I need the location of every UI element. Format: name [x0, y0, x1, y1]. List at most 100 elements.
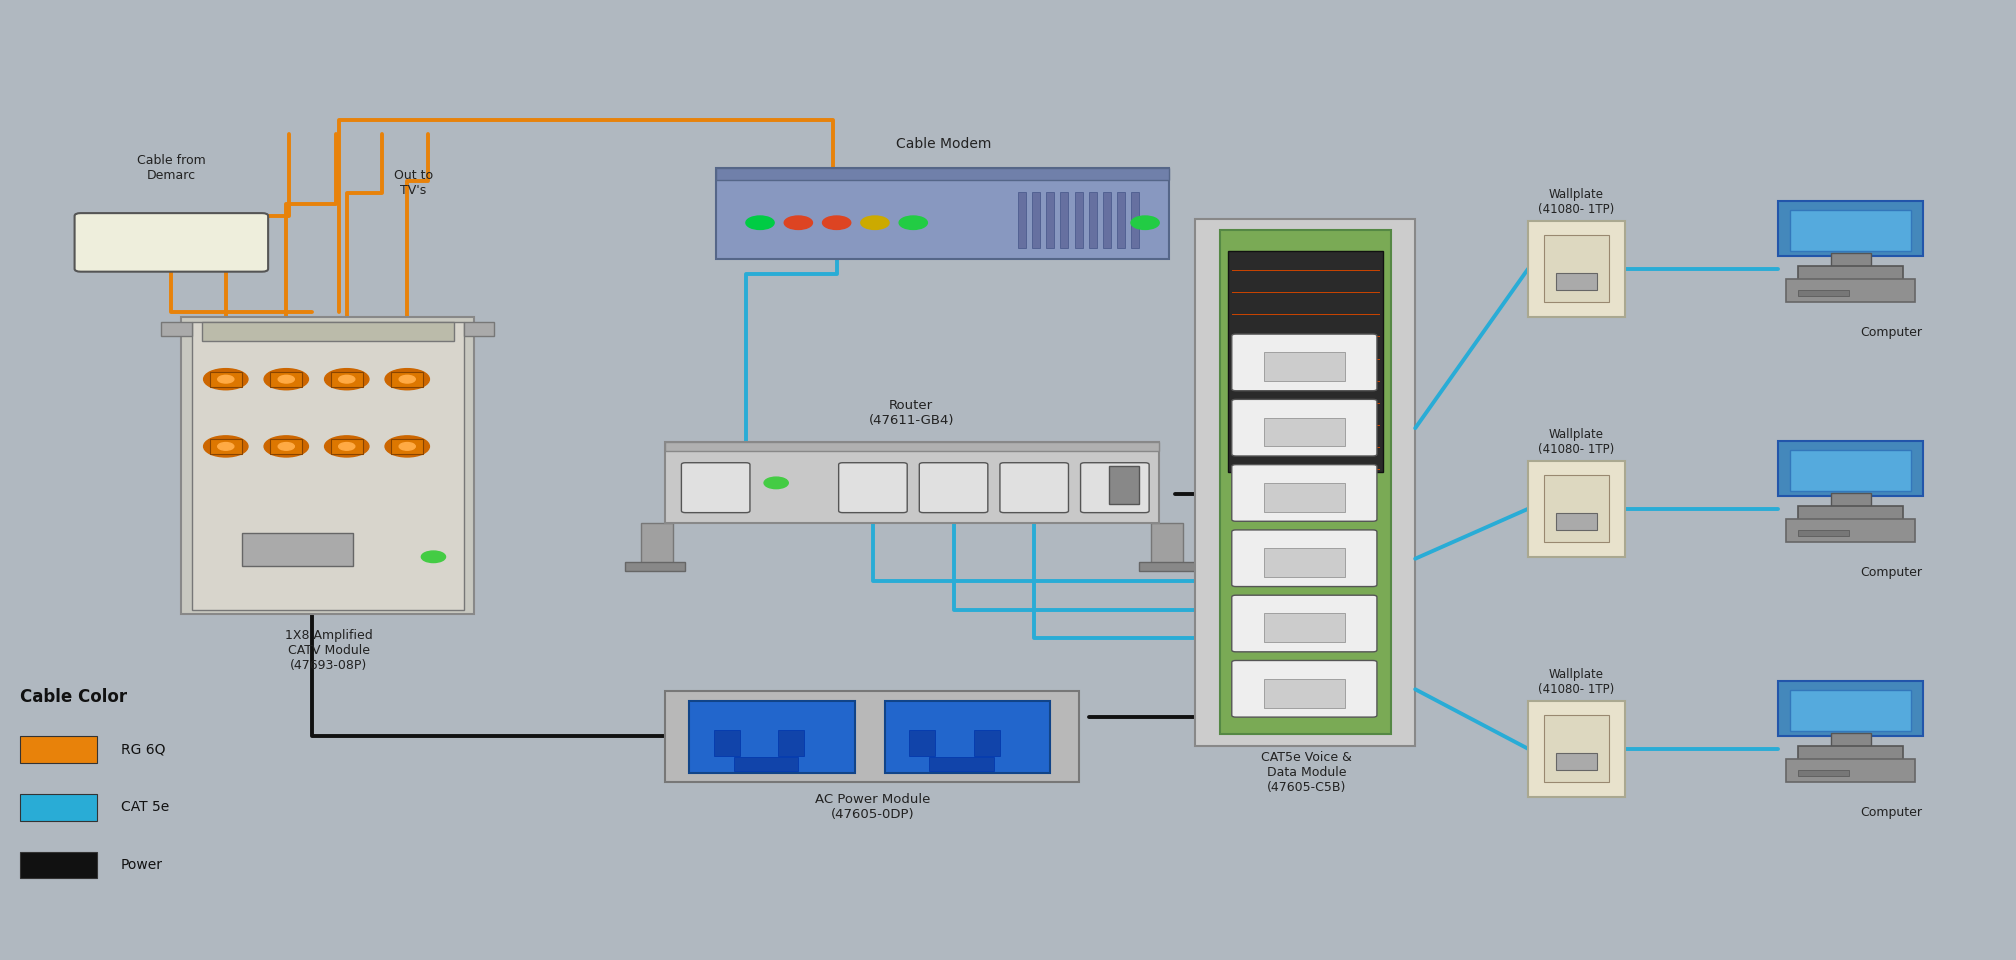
Bar — [885, 701, 1050, 773]
Bar — [202, 322, 454, 341]
Text: Wallplate
(41080- 1TP): Wallplate (41080- 1TP) — [1538, 188, 1615, 216]
Bar — [270, 439, 302, 454]
Circle shape — [399, 375, 415, 383]
FancyBboxPatch shape — [1232, 334, 1377, 391]
Circle shape — [746, 216, 774, 229]
Bar — [641, 523, 673, 566]
Bar — [20, 736, 97, 763]
Bar — [1544, 715, 1609, 782]
Bar — [974, 730, 1000, 756]
Text: CAT5e Voice &
Data Module
(47605-C5B): CAT5e Voice & Data Module (47605-C5B) — [1260, 751, 1353, 794]
Bar — [1131, 192, 1139, 248]
Bar — [1032, 192, 1040, 248]
Text: Cable from
Demarc: Cable from Demarc — [137, 155, 206, 182]
Bar — [1790, 450, 1911, 491]
Bar — [909, 730, 935, 756]
Text: Computer: Computer — [1861, 806, 1921, 820]
FancyBboxPatch shape — [1232, 660, 1377, 717]
Bar — [391, 439, 423, 454]
Bar — [929, 757, 994, 771]
Circle shape — [899, 216, 927, 229]
Circle shape — [264, 436, 308, 457]
Text: RG 6Q: RG 6Q — [121, 743, 165, 756]
Text: Computer: Computer — [1861, 326, 1921, 340]
Bar — [210, 439, 242, 454]
Circle shape — [421, 551, 446, 563]
Bar — [778, 730, 804, 756]
Circle shape — [385, 436, 429, 457]
Circle shape — [204, 369, 248, 390]
Bar — [1075, 192, 1083, 248]
Bar — [716, 168, 1169, 180]
Bar — [1117, 192, 1125, 248]
Bar — [242, 533, 353, 566]
Bar — [1790, 690, 1911, 731]
Bar — [270, 372, 302, 387]
Bar — [1790, 210, 1911, 251]
Text: Power: Power — [121, 858, 163, 872]
Bar — [1556, 513, 1597, 530]
Bar — [1220, 230, 1391, 734]
Text: Out to
TV's: Out to TV's — [393, 169, 433, 197]
Bar — [1151, 523, 1183, 566]
Bar — [1798, 530, 1849, 536]
Bar — [734, 757, 798, 771]
Bar — [1089, 192, 1097, 248]
Bar — [1798, 746, 1903, 761]
Bar — [391, 372, 423, 387]
Bar — [1831, 493, 1871, 508]
Text: CAT 5e: CAT 5e — [121, 801, 169, 814]
Bar — [1264, 613, 1345, 642]
FancyBboxPatch shape — [1232, 465, 1377, 521]
Circle shape — [823, 216, 851, 229]
Circle shape — [325, 369, 369, 390]
Circle shape — [204, 436, 248, 457]
Bar — [1544, 235, 1609, 302]
Bar — [1046, 192, 1054, 248]
Bar — [1060, 192, 1068, 248]
Circle shape — [339, 443, 355, 450]
Bar — [1195, 219, 1415, 746]
Bar — [181, 317, 474, 614]
Bar — [1778, 681, 1923, 736]
Bar — [1798, 770, 1849, 776]
Bar — [1139, 562, 1200, 571]
Bar — [665, 442, 1159, 523]
Bar — [1831, 733, 1871, 748]
Circle shape — [325, 436, 369, 457]
Bar — [665, 691, 1079, 782]
Bar — [716, 168, 1169, 259]
Bar — [161, 322, 192, 336]
FancyBboxPatch shape — [1232, 399, 1377, 456]
FancyBboxPatch shape — [1232, 595, 1377, 652]
FancyBboxPatch shape — [1081, 463, 1149, 513]
Circle shape — [764, 477, 788, 489]
Bar — [1264, 679, 1345, 708]
FancyBboxPatch shape — [681, 463, 750, 513]
Bar — [331, 372, 363, 387]
Bar — [689, 701, 855, 773]
Circle shape — [218, 443, 234, 450]
Text: Cable Color: Cable Color — [20, 687, 127, 706]
Circle shape — [278, 443, 294, 450]
Text: Wallplate
(41080- 1TP): Wallplate (41080- 1TP) — [1538, 668, 1615, 696]
Circle shape — [339, 375, 355, 383]
Bar — [1778, 201, 1923, 256]
Bar — [1264, 418, 1345, 446]
Circle shape — [385, 369, 429, 390]
Circle shape — [218, 375, 234, 383]
Bar — [1018, 192, 1026, 248]
Circle shape — [1131, 216, 1159, 229]
Bar — [1556, 753, 1597, 770]
FancyBboxPatch shape — [1232, 530, 1377, 587]
Bar — [1778, 441, 1923, 496]
Circle shape — [861, 216, 889, 229]
FancyBboxPatch shape — [919, 463, 988, 513]
Text: Wallplate
(41080- 1TP): Wallplate (41080- 1TP) — [1538, 428, 1615, 456]
Bar — [625, 562, 685, 571]
Bar — [20, 794, 97, 821]
Bar — [331, 439, 363, 454]
Bar — [1831, 253, 1871, 268]
Bar — [1109, 466, 1139, 504]
Bar — [1798, 266, 1903, 281]
